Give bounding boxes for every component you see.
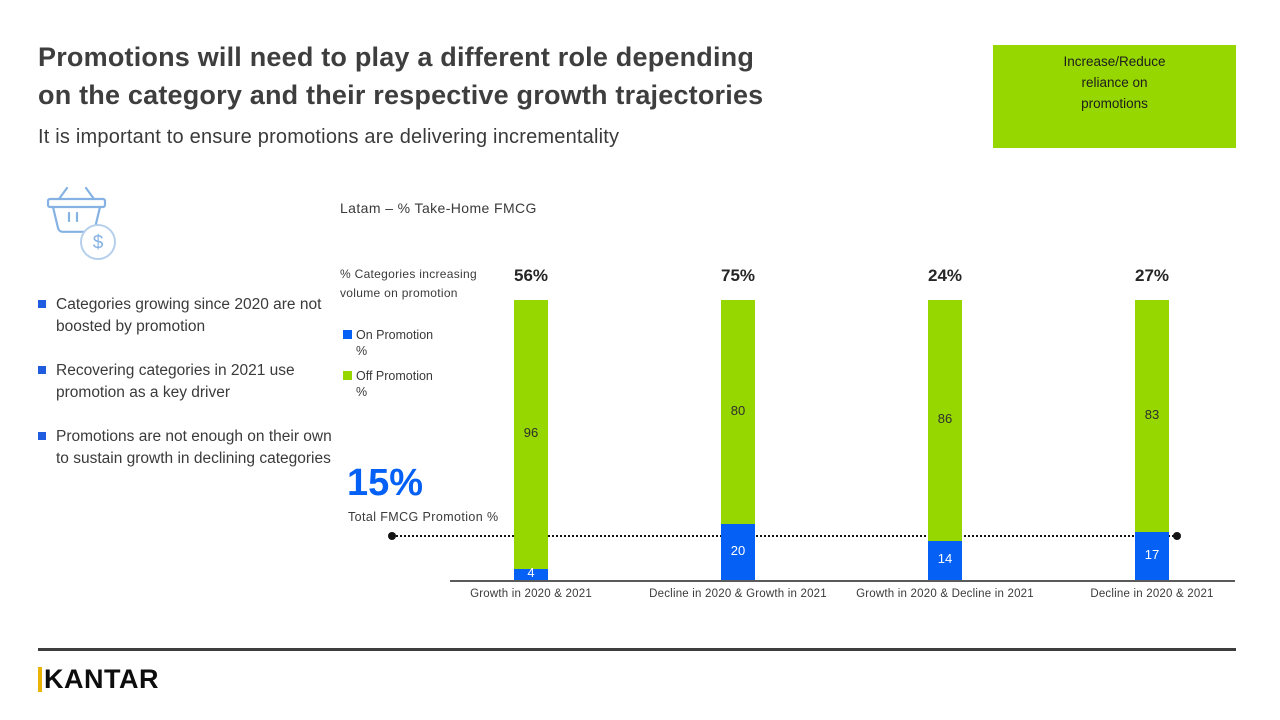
off-promotion-segment: 96	[514, 300, 548, 569]
on-promotion-segment: 20	[721, 524, 755, 580]
bar-category-label: Growth in 2020 & 2021	[470, 588, 592, 600]
list-item: Recovering categories in 2021 use promot…	[38, 360, 338, 405]
svg-text:$: $	[93, 233, 104, 254]
off-promotion-segment: 83	[1135, 300, 1169, 533]
insight-text: Promotions are not enough on their own t…	[56, 427, 332, 468]
page-title: Promotions will need to play a different…	[38, 38, 763, 115]
list-item: Categories growing since 2020 are not bo…	[38, 294, 338, 339]
insight-list: Categories growing since 2020 are not bo…	[38, 294, 338, 471]
bar-top-percent: 75%	[720, 266, 756, 285]
on-promotion-segment: 4	[514, 565, 548, 580]
legend-item-on-promotion: On Promotion %	[343, 327, 444, 360]
bar-top-percent: 27%	[1134, 266, 1170, 285]
bar-category-label: Growth in 2020 & Decline in 2021	[856, 588, 1034, 600]
off-promotion-value: 83	[1144, 407, 1160, 423]
reference-line-left-dot	[388, 532, 396, 540]
legend-swatch-blue-icon	[343, 330, 352, 339]
bullet-square-icon	[38, 365, 46, 374]
logo-text: KANTAR	[44, 664, 159, 694]
off-promotion-segment: 86	[928, 300, 962, 541]
bullet-square-icon	[38, 431, 46, 440]
chart-title: Latam – % Take-Home FMCG	[340, 200, 537, 216]
legend-label: On Promotion %	[356, 328, 434, 359]
legend-swatch-green-icon	[343, 371, 352, 380]
on-promotion-value: 4	[527, 565, 535, 581]
total-promotion-percent: 15%	[347, 462, 424, 504]
bar-category-label: Decline in 2020 & 2021	[1090, 588, 1214, 600]
page-title-line-1: Promotions will need to play a different…	[38, 42, 755, 72]
on-promotion-segment: 14	[928, 540, 962, 580]
bar-top-percent: 56%	[513, 266, 549, 285]
callout-text: Increase/Reduce reliance on promotions	[1063, 54, 1166, 111]
off-promotion-value: 86	[937, 411, 953, 427]
reference-line-right-dot	[1173, 532, 1181, 540]
kantar-logo: KANTAR	[38, 664, 159, 695]
on-promotion-value: 14	[937, 551, 953, 567]
reference-dotted-line	[392, 535, 1178, 537]
insight-text: Categories growing since 2020 are not bo…	[56, 296, 322, 336]
off-promotion-segment: 80	[721, 300, 755, 524]
bar-category-label: Decline in 2020 & Growth in 2021	[649, 588, 827, 600]
logo-accent-bar-icon	[38, 667, 42, 692]
shopping-basket-icon: $	[34, 184, 128, 273]
page-subtitle: It is important to ensure promotions are…	[38, 126, 620, 148]
on-promotion-value: 17	[1144, 547, 1160, 563]
x-axis-line	[450, 580, 1235, 582]
on-promotion-value: 20	[730, 543, 746, 558]
bullet-square-icon	[38, 300, 46, 308]
callout-box: Increase/Reduce reliance on promotions	[993, 45, 1236, 148]
chart-axis-caption: % Categories increasing volume on promot…	[340, 267, 477, 300]
insight-text: Recovering categories in 2021 use promot…	[56, 361, 295, 402]
legend-item-off-promotion: Off Promotion %	[343, 368, 444, 401]
bar-top-percent: 24%	[927, 266, 963, 285]
on-promotion-segment: 17	[1135, 532, 1169, 580]
total-promotion-caption: Total FMCG Promotion %	[348, 510, 499, 524]
legend-label: Off Promotion %	[356, 369, 433, 400]
off-promotion-value: 96	[523, 425, 539, 441]
list-item: Promotions are not enough on their own t…	[38, 426, 338, 471]
page-title-line-2: on the category and their respective gro…	[38, 80, 764, 111]
off-promotion-value: 80	[730, 403, 746, 418]
footer-divider	[38, 648, 1236, 651]
